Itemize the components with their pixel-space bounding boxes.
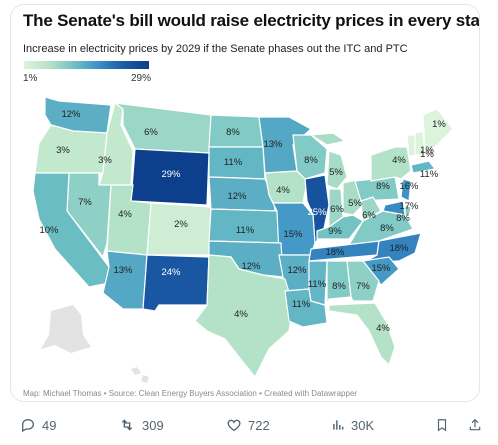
state-label-DE: 8%: [396, 213, 410, 224]
state-NY: [370, 146, 412, 182]
state-label-AL: 8%: [332, 281, 346, 292]
state-WV: [360, 196, 382, 222]
state-label-IL: 25%: [307, 207, 327, 218]
state-label-MI: 5%: [329, 167, 343, 178]
bookmark-icon: [437, 419, 447, 432]
state-label-TN: 18%: [325, 247, 345, 258]
state-label-VA: 8%: [380, 223, 394, 234]
analytics-icon: [333, 420, 344, 430]
chart-card: The Senate's bill would raise electricit…: [10, 4, 480, 402]
state-MI: [309, 132, 348, 190]
state-label-TX: 4%: [234, 309, 248, 320]
state-GA: [346, 260, 380, 302]
state-MS: [308, 260, 328, 306]
state-label-ND: 8%: [226, 127, 240, 138]
state-NM: [142, 254, 210, 312]
state-label-ID: 3%: [98, 155, 112, 166]
state-label-KS: 11%: [236, 225, 255, 236]
state-VT: [406, 134, 416, 158]
state-label-IN: 6%: [330, 204, 344, 215]
state-label-WV: 6%: [362, 210, 376, 221]
state-label-KY: 9%: [328, 226, 342, 237]
state-label-FL: 4%: [376, 323, 390, 334]
chart-title: The Senate's bill would raise electricit…: [23, 11, 480, 30]
state-ME: [422, 108, 454, 152]
state-label-VT: 1%: [420, 149, 434, 160]
state-label-OR: 3%: [56, 145, 70, 156]
state-label-MO: 15%: [283, 229, 303, 240]
state-label-WI: 8%: [304, 155, 318, 166]
repost-button[interactable]: 309: [118, 417, 164, 433]
reply-button[interactable]: 49: [20, 417, 56, 433]
state-label-WY: 29%: [161, 169, 181, 180]
repost-icon: [121, 419, 133, 431]
state-label-NH: 1%: [420, 145, 434, 156]
state-label-CO: 2%: [174, 219, 188, 230]
views-button[interactable]: 30K: [331, 417, 374, 433]
state-AL: [326, 260, 352, 306]
state-label-UT: 4%: [118, 209, 132, 220]
state-label-OK: 12%: [241, 261, 261, 272]
bookmark-button[interactable]: [435, 417, 455, 433]
tweet-action-bar: 49 309 722 30K: [0, 415, 498, 439]
state-label-NV: 7%: [78, 197, 92, 208]
state-NJ: [400, 178, 412, 202]
legend-max-label: 29%: [131, 73, 152, 84]
state-label-GA: 7%: [356, 281, 370, 292]
state-HI: [131, 367, 149, 383]
state-label-CA: 10%: [39, 225, 59, 236]
state-label-NC: 18%: [389, 243, 409, 254]
state-label-NJ: 16%: [399, 181, 419, 192]
state-TX: [194, 254, 294, 379]
chart-subtitle: Increase in electricity prices by 2029 i…: [23, 43, 408, 55]
state-AK: [41, 305, 91, 353]
state-label-MS: 11%: [308, 279, 327, 290]
reply-count: 49: [42, 417, 57, 433]
state-CA: [32, 172, 110, 288]
state-label-MT: 6%: [144, 127, 158, 138]
state-label-PA: 8%: [376, 181, 390, 192]
legend-min-label: 1%: [23, 73, 38, 84]
state-label-IA: 4%: [276, 185, 290, 196]
reply-icon: [22, 418, 35, 433]
state-NH: [414, 130, 426, 156]
state-MA: [410, 160, 437, 174]
state-label-AR: 12%: [287, 265, 307, 276]
map-credit: Map: Michael Thomas • Source: Clean Ener…: [23, 389, 358, 398]
repost-count: 309: [142, 417, 164, 433]
state-KY: [316, 214, 364, 240]
state-label-SC: 15%: [371, 263, 391, 274]
state-label-ME: 1%: [432, 119, 446, 130]
us-map: 12% 3% 3% 6% 8% 13% 8% 5% 11% 29% 7% 10% 4% 2% 12% 4% 25…: [32, 96, 454, 383]
heart-icon: [227, 419, 241, 432]
state-AZ: [102, 250, 148, 310]
state-label-LA: 11%: [292, 299, 311, 310]
state-label-MA: 11%: [420, 169, 439, 180]
state-label-NM: 24%: [161, 267, 181, 278]
state-DE: [404, 204, 412, 218]
state-label-NY: 4%: [392, 155, 406, 166]
like-count: 722: [248, 417, 270, 433]
state-label-SD: 11%: [224, 157, 243, 168]
share-icon: [469, 418, 481, 431]
legend-gradient: [24, 61, 149, 69]
state-WY: [130, 148, 210, 206]
state-label-AZ: 13%: [113, 265, 133, 276]
like-button[interactable]: 722: [226, 417, 270, 433]
state-label-MD: 17%: [399, 201, 419, 212]
state-label-MN: 13%: [263, 139, 283, 150]
share-button[interactable]: [468, 417, 488, 433]
state-FL: [328, 302, 396, 367]
state-label-OH: 5%: [348, 198, 362, 209]
state-label-NE: 12%: [227, 191, 247, 202]
state-NC: [362, 232, 422, 264]
views-count: 30K: [351, 417, 375, 433]
state-OR: [34, 124, 108, 174]
state-label-WA: 12%: [61, 109, 81, 120]
